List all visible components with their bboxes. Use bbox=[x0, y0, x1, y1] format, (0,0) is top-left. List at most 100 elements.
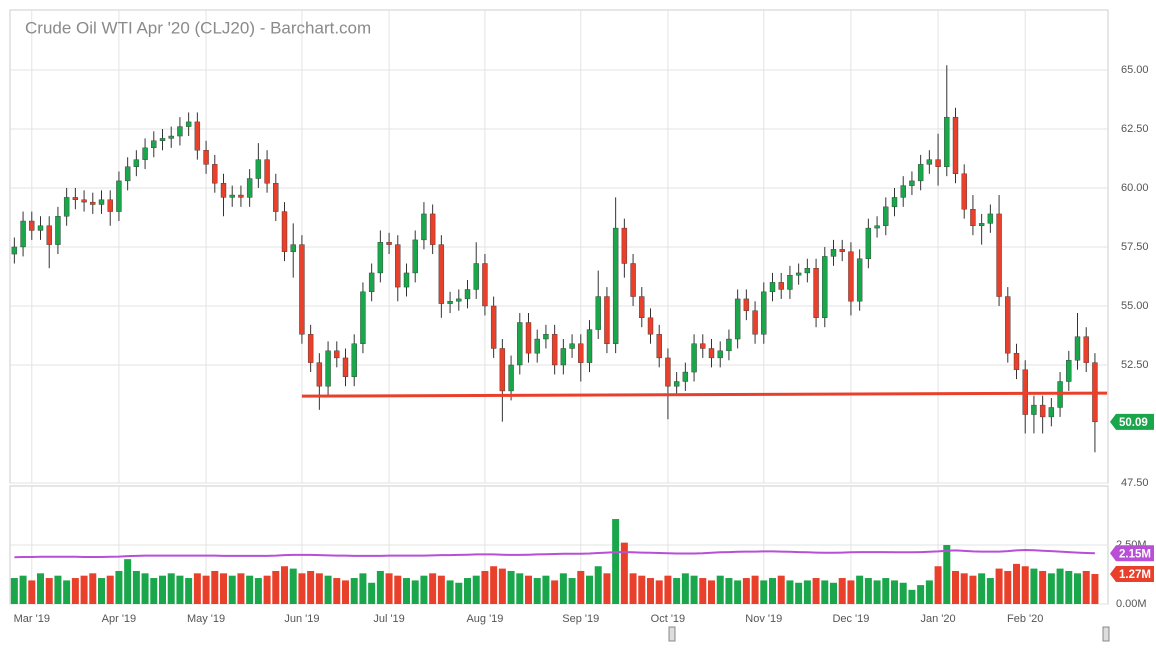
volume-bar bbox=[333, 578, 341, 604]
candle-body bbox=[1013, 352, 1020, 370]
candle-body bbox=[891, 197, 898, 208]
candle-body bbox=[403, 272, 410, 288]
volume-bar bbox=[760, 580, 768, 604]
candle-body bbox=[273, 183, 279, 212]
volume-bar bbox=[960, 573, 968, 604]
scroll-handle[interactable] bbox=[668, 626, 676, 642]
volume-bar bbox=[812, 578, 820, 604]
candle-body bbox=[508, 364, 514, 392]
candle-body bbox=[229, 194, 235, 198]
volume-bar bbox=[751, 575, 759, 604]
volume-bar bbox=[272, 570, 280, 604]
x-tick-label: Nov '19 bbox=[745, 613, 782, 625]
candle-body bbox=[909, 180, 915, 186]
volume-ma-badge-bg bbox=[1110, 545, 1154, 562]
candle-body bbox=[778, 282, 784, 290]
volume-bar bbox=[281, 566, 288, 604]
candle-body bbox=[360, 291, 366, 344]
candle-body bbox=[717, 350, 723, 359]
candle-body bbox=[20, 220, 26, 248]
volume-bar bbox=[376, 570, 384, 604]
candle-body bbox=[395, 244, 401, 288]
volume-bar bbox=[159, 575, 166, 604]
volume-bar bbox=[1021, 566, 1029, 604]
volume-bar bbox=[830, 582, 837, 604]
volume-bar bbox=[220, 573, 227, 604]
candle-body bbox=[839, 249, 845, 252]
candle-body bbox=[255, 159, 262, 179]
volume-bar bbox=[411, 580, 419, 604]
volume-bar bbox=[1039, 570, 1047, 604]
volume-bar bbox=[777, 575, 785, 604]
candle-body bbox=[822, 256, 828, 318]
volume-bar bbox=[507, 570, 515, 604]
volume-bar bbox=[568, 578, 576, 604]
candle-body bbox=[1039, 404, 1046, 418]
candle-body bbox=[438, 244, 445, 304]
volume-bar bbox=[995, 568, 1003, 604]
volume-bar bbox=[690, 575, 698, 604]
candle-body bbox=[708, 348, 715, 359]
volume-bar bbox=[10, 578, 18, 604]
candle-body bbox=[961, 173, 967, 210]
scroll-handle[interactable] bbox=[1102, 626, 1110, 642]
volume-bar bbox=[263, 575, 271, 604]
candle-body bbox=[578, 343, 584, 363]
x-tick-label: Mar '19 bbox=[14, 613, 50, 625]
volume-ma-line bbox=[14, 548, 1095, 559]
candle-body bbox=[543, 334, 549, 340]
candle-body bbox=[612, 227, 619, 344]
plot-layer: Mar '19 Apr '19 May '19 Jun '19 Jul '19 Aug '… bbox=[10, 10, 1154, 625]
volume-bar bbox=[586, 575, 593, 604]
candle-body bbox=[900, 185, 906, 198]
volume-bar bbox=[1091, 574, 1099, 604]
volume-bar bbox=[455, 582, 463, 604]
volume-bar bbox=[28, 580, 36, 604]
x-tick-label: Jan '20 bbox=[921, 613, 956, 625]
y-tick-label: 47.50 bbox=[1121, 477, 1149, 489]
volume-bar bbox=[594, 566, 602, 604]
volume-bar bbox=[429, 573, 437, 604]
candle-body bbox=[656, 334, 662, 359]
y-tick-label: 57.50 bbox=[1121, 241, 1149, 253]
x-tick-label: Dec '19 bbox=[832, 613, 869, 625]
volume-bar bbox=[298, 573, 306, 604]
x-tick-label: Aug '19 bbox=[466, 613, 503, 625]
last-volume-badge: 1.27M bbox=[1119, 569, 1151, 581]
volume-bar bbox=[254, 578, 262, 604]
candle-body bbox=[72, 197, 79, 200]
volume-bar bbox=[899, 582, 907, 604]
candle-body bbox=[883, 206, 889, 226]
y-tick-label: 65.00 bbox=[1121, 64, 1149, 76]
candle-body bbox=[168, 135, 174, 139]
volume-bar bbox=[490, 566, 498, 604]
volume-bar bbox=[124, 559, 132, 604]
x-tick-label: Sep '19 bbox=[562, 613, 599, 625]
volume-bar bbox=[315, 573, 323, 604]
candle-body bbox=[299, 244, 305, 335]
candle-body bbox=[604, 296, 610, 344]
candle-body bbox=[586, 329, 593, 363]
trendline bbox=[301, 391, 1108, 398]
candle-body bbox=[534, 338, 540, 354]
volume-bar bbox=[542, 575, 550, 604]
candle-body bbox=[525, 322, 532, 354]
candle-body bbox=[159, 138, 166, 141]
candle-body bbox=[769, 282, 776, 293]
candle-body bbox=[429, 213, 436, 245]
candle-body bbox=[978, 223, 985, 226]
candle-body bbox=[743, 298, 750, 311]
candle-body bbox=[447, 301, 453, 304]
volume-bar bbox=[37, 573, 44, 604]
candle-body bbox=[970, 209, 976, 226]
volume-bar bbox=[795, 582, 803, 604]
y-tick-label: 52.50 bbox=[1121, 359, 1149, 371]
volume-bar bbox=[246, 575, 254, 604]
candle-body bbox=[63, 197, 70, 217]
volume-bar bbox=[559, 573, 567, 604]
y-tick-label: 62.50 bbox=[1121, 123, 1149, 135]
volume-bar bbox=[324, 575, 332, 604]
candle-body bbox=[856, 258, 863, 302]
candle-body bbox=[1048, 407, 1055, 418]
